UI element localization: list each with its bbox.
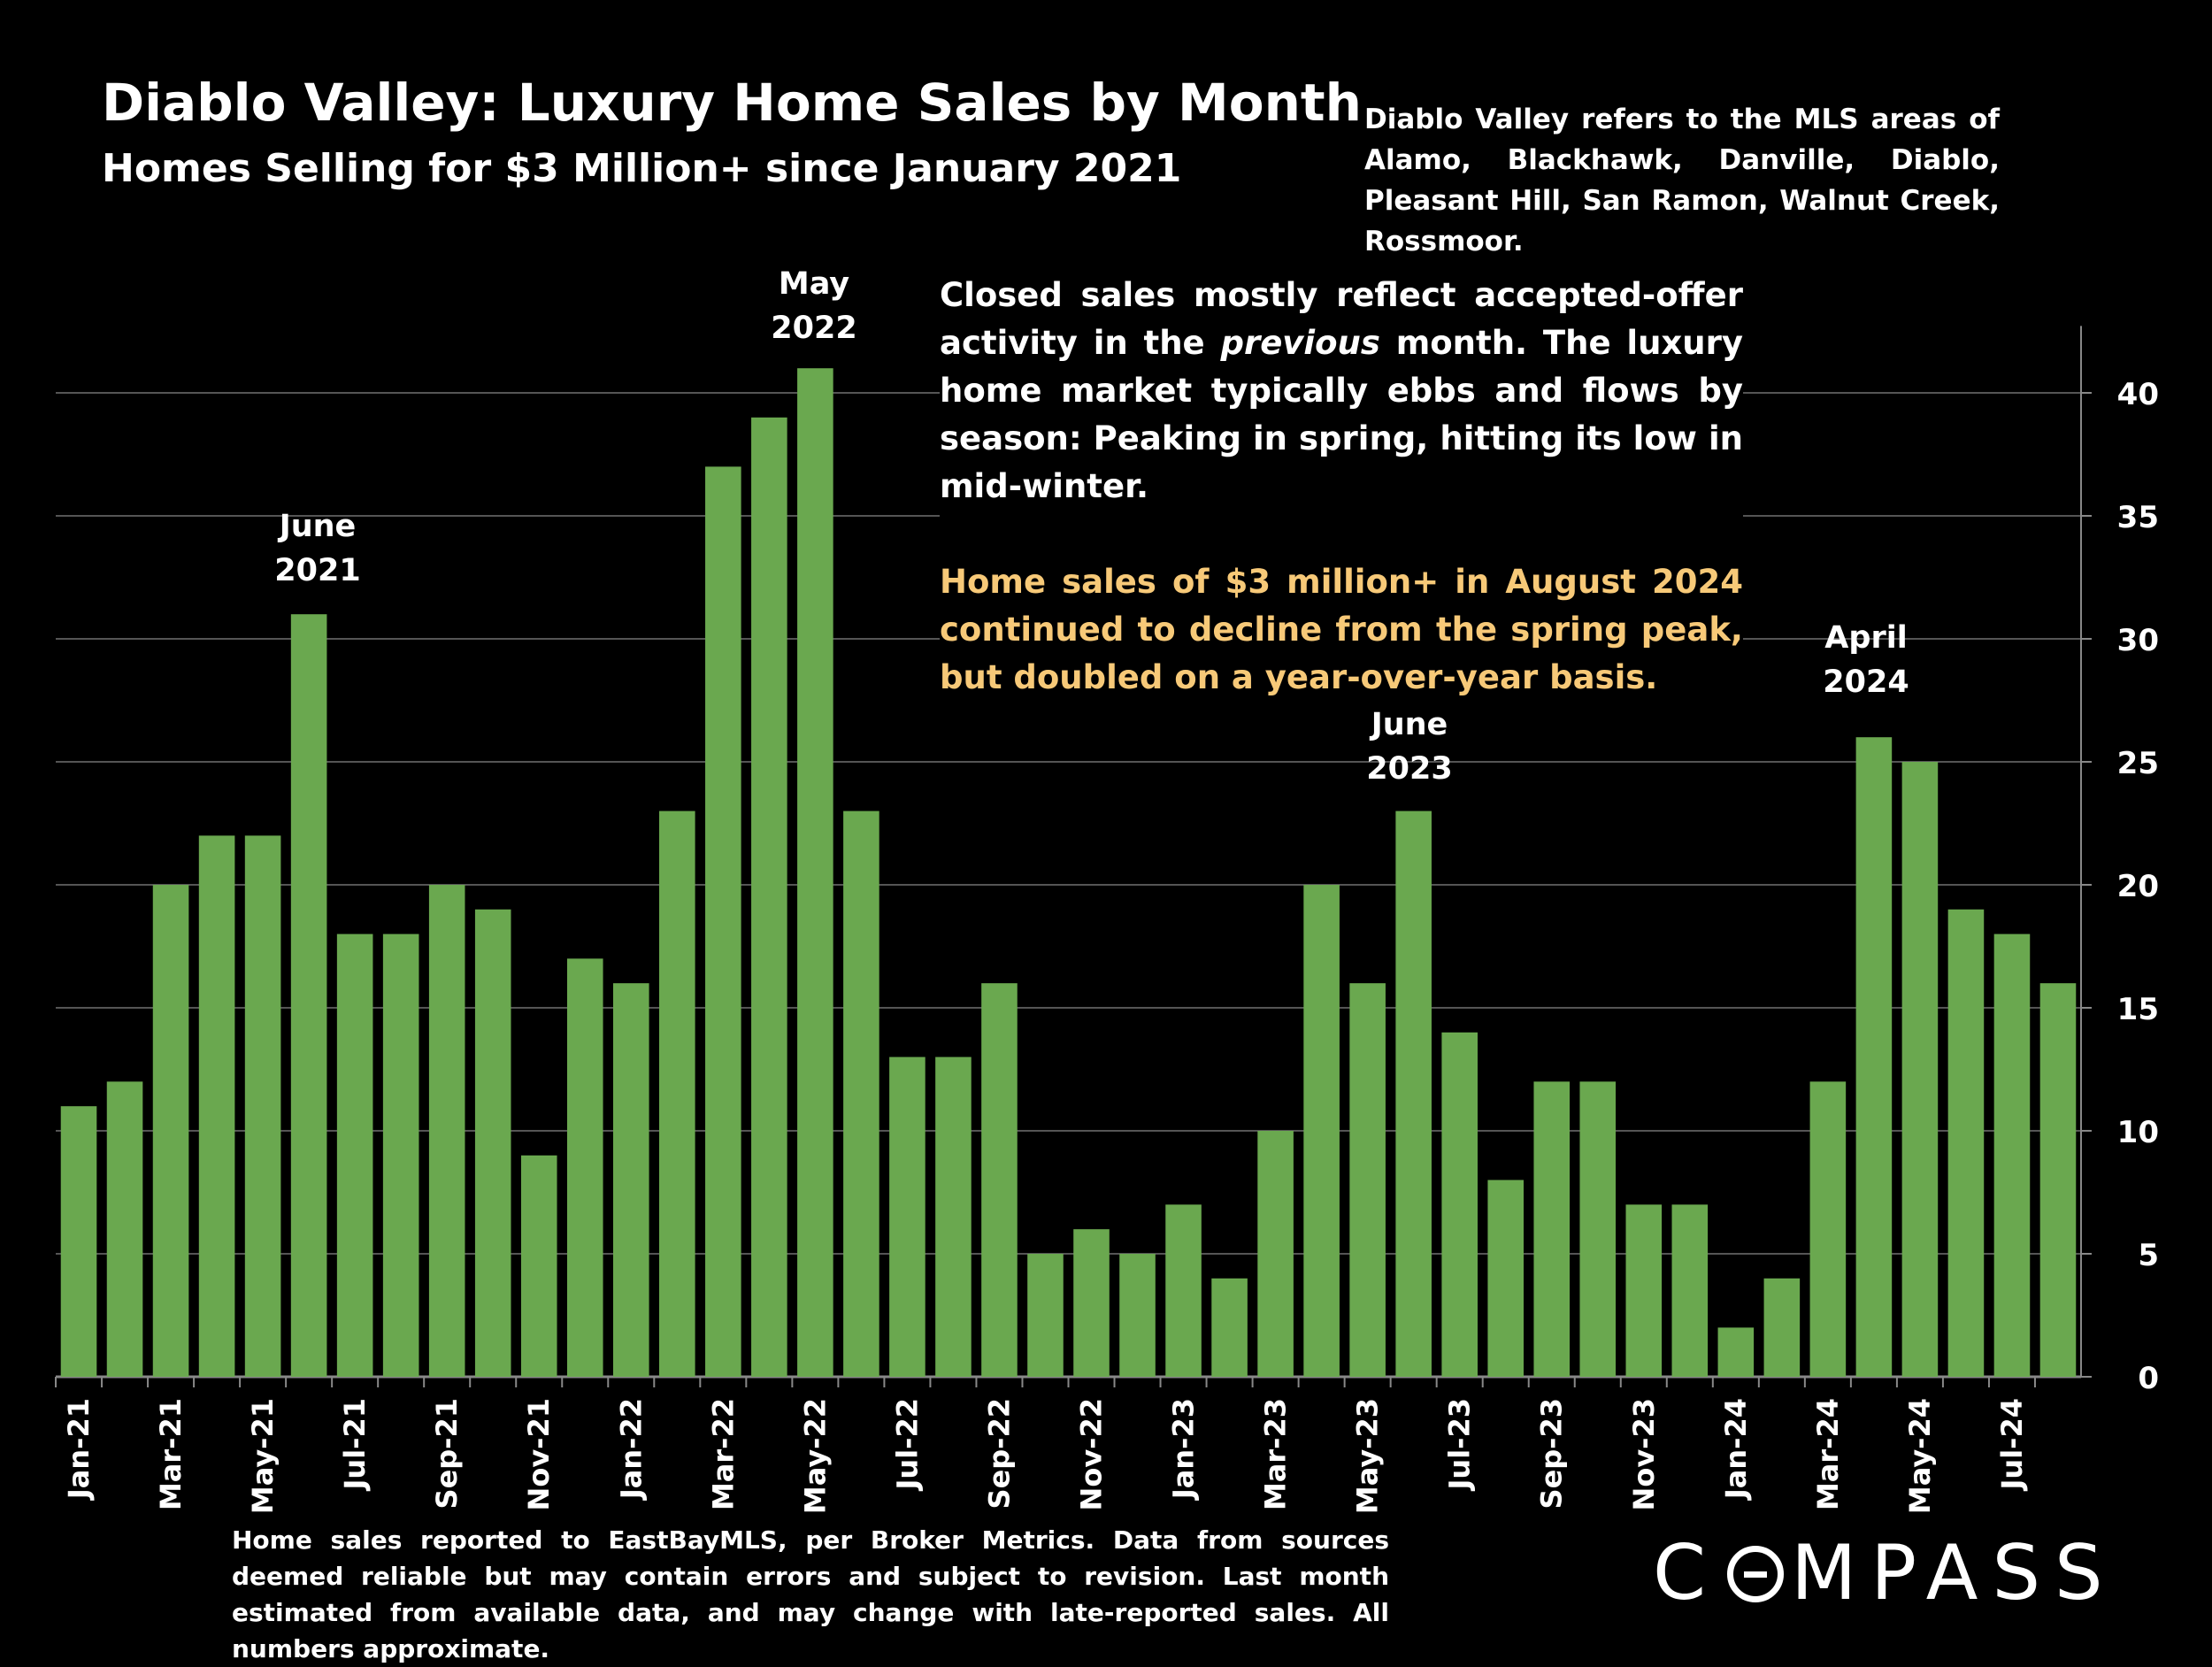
x-tick-label: Jul-22 <box>890 1398 924 1491</box>
y-tick-label: 25 <box>2117 746 2159 781</box>
bar <box>520 1155 557 1377</box>
y-tick-label: 15 <box>2117 992 2159 1027</box>
bar <box>705 466 741 1377</box>
bar <box>106 1081 143 1377</box>
x-tick-label: Mar-24 <box>1811 1398 1845 1510</box>
x-tick-label: Mar-22 <box>706 1398 740 1510</box>
bar <box>244 835 281 1377</box>
y-tick-label: 35 <box>2117 500 2159 535</box>
x-tick-label: Jan-24 <box>1719 1398 1753 1501</box>
bar <box>566 958 603 1377</box>
bar <box>1947 909 1985 1377</box>
chart-title: Diablo Valley: Luxury Home Sales by Mont… <box>102 73 1362 133</box>
bar <box>1441 1032 1478 1377</box>
bar <box>797 368 833 1378</box>
bar <box>1487 1179 1525 1377</box>
y-tick-label: 20 <box>2117 869 2159 904</box>
bar <box>382 933 419 1377</box>
compass-o-mark <box>1727 1546 1785 1602</box>
x-tick-label: Jul-23 <box>1443 1398 1477 1491</box>
x-tick-label: Sep-21 <box>430 1398 464 1509</box>
x-tick-label: Jul-21 <box>338 1398 372 1491</box>
bar <box>1533 1081 1571 1377</box>
commentary-box: Closed sales mostly reflect accepted-off… <box>940 272 1743 702</box>
x-tick-label: Sep-22 <box>982 1398 1016 1509</box>
bar <box>1809 1081 1847 1377</box>
bar <box>1625 1204 1663 1377</box>
y-tick-label: 0 <box>2138 1361 2159 1396</box>
bar <box>612 983 649 1377</box>
x-tick-label: May-22 <box>798 1398 832 1514</box>
bar <box>290 614 327 1377</box>
bar <box>1027 1254 1064 1377</box>
chart-subtitle: Homes Selling for $3 Million+ since Janu… <box>102 146 1182 191</box>
annotation-june-2023: June 2023 <box>1366 707 1453 787</box>
bar <box>935 1056 972 1377</box>
bar <box>1073 1229 1110 1377</box>
bar <box>474 909 511 1377</box>
bar <box>1257 1131 1294 1377</box>
bar <box>1211 1278 1248 1377</box>
bar <box>336 933 373 1377</box>
bar <box>1901 762 1939 1377</box>
bar <box>2039 983 2077 1377</box>
x-tick-label: Jan-21 <box>62 1398 96 1501</box>
bar <box>1165 1204 1202 1377</box>
x-tick-label: Jan-23 <box>1167 1398 1201 1501</box>
bar <box>1717 1327 1755 1377</box>
x-tick-label: Nov-23 <box>1627 1398 1661 1510</box>
bar <box>1349 983 1386 1377</box>
y-tick-label: 30 <box>2117 623 2159 658</box>
bar <box>1855 737 1893 1377</box>
commentary-highlight: Home sales of $3 million+ in August 2024… <box>940 563 1743 696</box>
bar <box>751 417 787 1377</box>
bar <box>1579 1081 1617 1377</box>
y-tick-label: 5 <box>2138 1238 2159 1273</box>
bar <box>152 885 189 1377</box>
bar <box>1993 933 2031 1377</box>
x-tick-label: Mar-21 <box>154 1398 188 1510</box>
bar <box>843 810 879 1377</box>
bar <box>60 1106 97 1377</box>
annotation-june-2021: June 2021 <box>274 509 361 588</box>
x-tick-label: Sep-23 <box>1535 1398 1569 1509</box>
bar <box>981 983 1018 1377</box>
x-tick-label: May-23 <box>1351 1398 1385 1514</box>
bar <box>1671 1204 1709 1377</box>
bar <box>1303 885 1340 1377</box>
x-tick-label: Jul-24 <box>1995 1398 2029 1491</box>
x-tick-label: Nov-22 <box>1075 1398 1109 1510</box>
x-tick-label: May-24 <box>1903 1398 1937 1514</box>
bar <box>198 835 235 1377</box>
y-tick-label: 40 <box>2117 377 2159 412</box>
y-tick-label: 10 <box>2117 1115 2159 1150</box>
compass-logo: C MPASS <box>1653 1529 2117 1617</box>
source-footnote: Home sales reported to EastBayMLS, per B… <box>232 1525 1389 1663</box>
annotation-may-2022: May 2022 <box>771 266 857 346</box>
bar <box>659 810 695 1377</box>
x-tick-label: Mar-23 <box>1259 1398 1293 1510</box>
bar <box>428 885 465 1377</box>
x-tick-label: May-21 <box>246 1398 280 1514</box>
annotation-april-2024: April 2024 <box>1823 620 1909 700</box>
bar <box>1395 810 1432 1377</box>
areas-note: Diablo Valley refers to the MLS areas of… <box>1364 104 2000 257</box>
commentary-paragraph: Closed sales mostly reflect accepted-off… <box>940 276 1743 505</box>
x-tick-label: Nov-21 <box>522 1398 556 1510</box>
x-tick-label: Jan-22 <box>614 1398 648 1501</box>
bar <box>1763 1278 1801 1377</box>
bar <box>1119 1254 1156 1377</box>
bar <box>889 1056 926 1377</box>
